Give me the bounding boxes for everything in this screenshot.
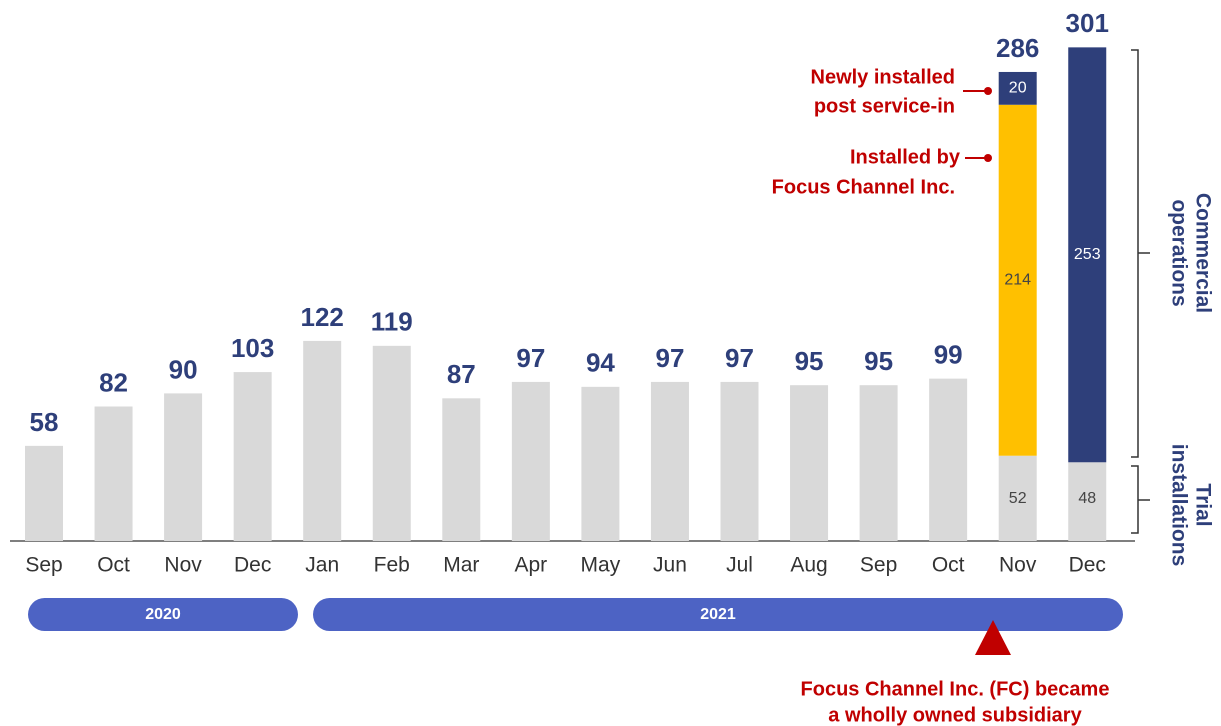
callout: Installed by (850, 146, 961, 168)
value-label: 97 (655, 343, 684, 373)
bar-segment (581, 386, 620, 541)
callout-dot (984, 87, 992, 95)
callout: Newly installed (811, 66, 956, 88)
year-label: 2020 (145, 606, 181, 623)
x-tick-label: Aug (790, 554, 827, 577)
bracket-label: Trial (1191, 483, 1214, 526)
year-band (28, 598, 298, 631)
callout: Focus Channel Inc. (772, 176, 955, 198)
x-tick-label: Oct (932, 554, 965, 577)
bar-segment (1068, 47, 1107, 463)
callout-dot (984, 154, 992, 162)
callout: post service-in (814, 95, 955, 117)
annotation: Focus Channel Inc. (FC) became (801, 678, 1110, 700)
bar-segment (233, 372, 272, 541)
bracket-label: operations (1167, 199, 1190, 306)
x-tick-label: Dec (234, 554, 271, 577)
bar-segment (998, 455, 1037, 541)
x-tick-label: Sep (25, 554, 62, 577)
bar-segment (442, 398, 481, 541)
year-band (313, 598, 1123, 631)
value-label: 97 (725, 343, 754, 373)
value-label: 90 (169, 354, 198, 384)
x-tick-label: May (581, 554, 621, 577)
x-tick-label: Feb (374, 554, 410, 577)
bar-segment (929, 378, 968, 541)
bar-segment (25, 445, 63, 541)
value-label: 103 (231, 333, 274, 363)
total-label: 286 (996, 33, 1039, 63)
bar-segment (511, 381, 550, 541)
bar-segment (303, 340, 342, 541)
bar-segment (1068, 462, 1107, 541)
bracket-label: installations (1167, 444, 1190, 567)
x-tick-label: Sep (860, 554, 897, 577)
value-label: 253 (1074, 246, 1101, 263)
value-label: 52 (1009, 490, 1027, 507)
year-label: 2021 (700, 606, 736, 623)
value-label: 214 (1004, 271, 1031, 288)
bracket (1131, 465, 1150, 534)
value-label: 82 (99, 367, 128, 397)
value-label: 119 (371, 307, 413, 337)
bar-segment (998, 104, 1037, 456)
bar-segment (720, 381, 759, 541)
value-label: 97 (516, 343, 545, 373)
value-label: 122 (301, 302, 344, 332)
x-tick-label: Jun (653, 554, 687, 577)
x-tick-label: Jan (305, 554, 339, 577)
bar-segment (998, 71, 1037, 105)
value-label: 48 (1078, 490, 1096, 507)
bar-segment (650, 381, 689, 541)
total-label: 301 (1066, 8, 1109, 38)
marker-triangle (975, 620, 1011, 655)
bracket (1131, 49, 1150, 458)
value-label: 94 (586, 348, 615, 378)
value-label: 20 (1009, 80, 1027, 97)
annotation: a wholly owned subsidiary (828, 704, 1082, 726)
x-tick-label: Apr (515, 554, 548, 577)
x-tick-label: Jul (726, 554, 753, 577)
bar-segment (372, 345, 411, 541)
x-tick-label: Nov (164, 554, 202, 577)
value-label: 58 (30, 407, 59, 437)
value-label: 99 (934, 340, 963, 370)
x-tick-label: Nov (999, 554, 1037, 577)
bar-segment (859, 385, 898, 541)
bar-segment (94, 406, 133, 541)
x-tick-label: Dec (1069, 554, 1106, 577)
value-label: 87 (447, 359, 476, 389)
x-tick-label: Mar (443, 554, 479, 577)
bar-segment (790, 385, 829, 541)
bracket-label: Commercial (1191, 193, 1214, 313)
bar-segment (164, 393, 203, 541)
value-label: 95 (864, 346, 893, 376)
x-tick-label: Oct (97, 554, 130, 577)
value-label: 95 (795, 346, 824, 376)
